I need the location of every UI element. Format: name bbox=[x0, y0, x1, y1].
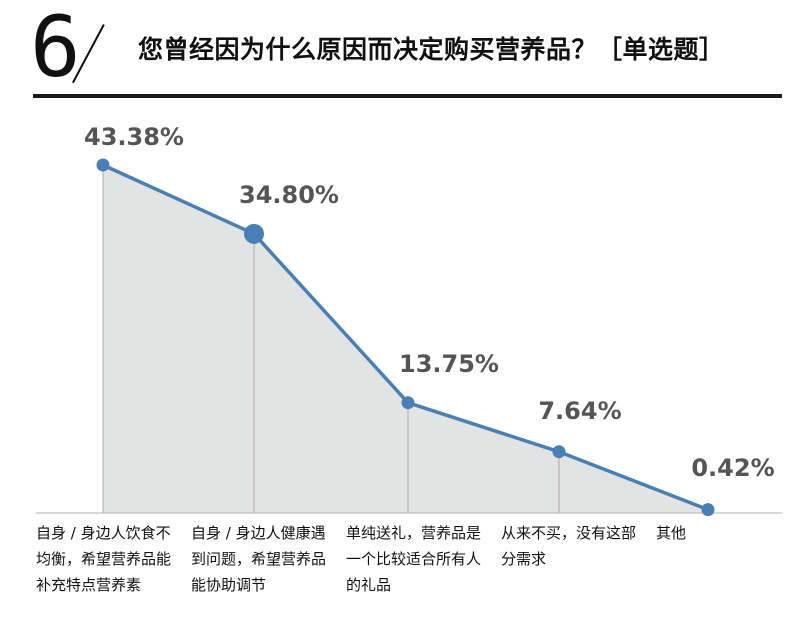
x-tick-label-4: 其他 bbox=[656, 524, 687, 542]
data-label-0: 43.38% bbox=[84, 123, 184, 151]
data-point-3 bbox=[552, 445, 566, 459]
header-rule bbox=[33, 94, 782, 98]
data-label-2: 13.75% bbox=[399, 350, 499, 378]
data-label-3: 7.64% bbox=[538, 397, 621, 425]
x-tick-label-2: 单纯送礼，营养品是一个比较适合所有人的礼品 bbox=[346, 524, 482, 594]
question-number: 6 bbox=[30, 0, 81, 96]
x-tick-label-1: 自身 / 身边人健康遇到问题，希望营养品能协助调节 bbox=[191, 524, 327, 594]
x-tick-label-0: 自身 / 身边人饮食不均衡，希望营养品能补充特点营养素 bbox=[36, 524, 172, 594]
area-fill bbox=[103, 165, 708, 513]
data-label-1: 34.80% bbox=[239, 181, 339, 209]
question-title: 您曾经因为什么原因而决定购买营养品？［单选题］ bbox=[138, 35, 725, 64]
data-point-2 bbox=[401, 396, 415, 410]
x-tick-label-3: 从来不买，没有这部分需求 bbox=[501, 524, 637, 568]
data-label-4: 0.42% bbox=[691, 454, 774, 482]
data-point-0 bbox=[96, 158, 110, 172]
header: 6 您曾经因为什么原因而决定购买营养品？［单选题］ bbox=[0, 0, 800, 100]
data-point-4 bbox=[701, 503, 715, 517]
data-point-1 bbox=[244, 223, 264, 244]
